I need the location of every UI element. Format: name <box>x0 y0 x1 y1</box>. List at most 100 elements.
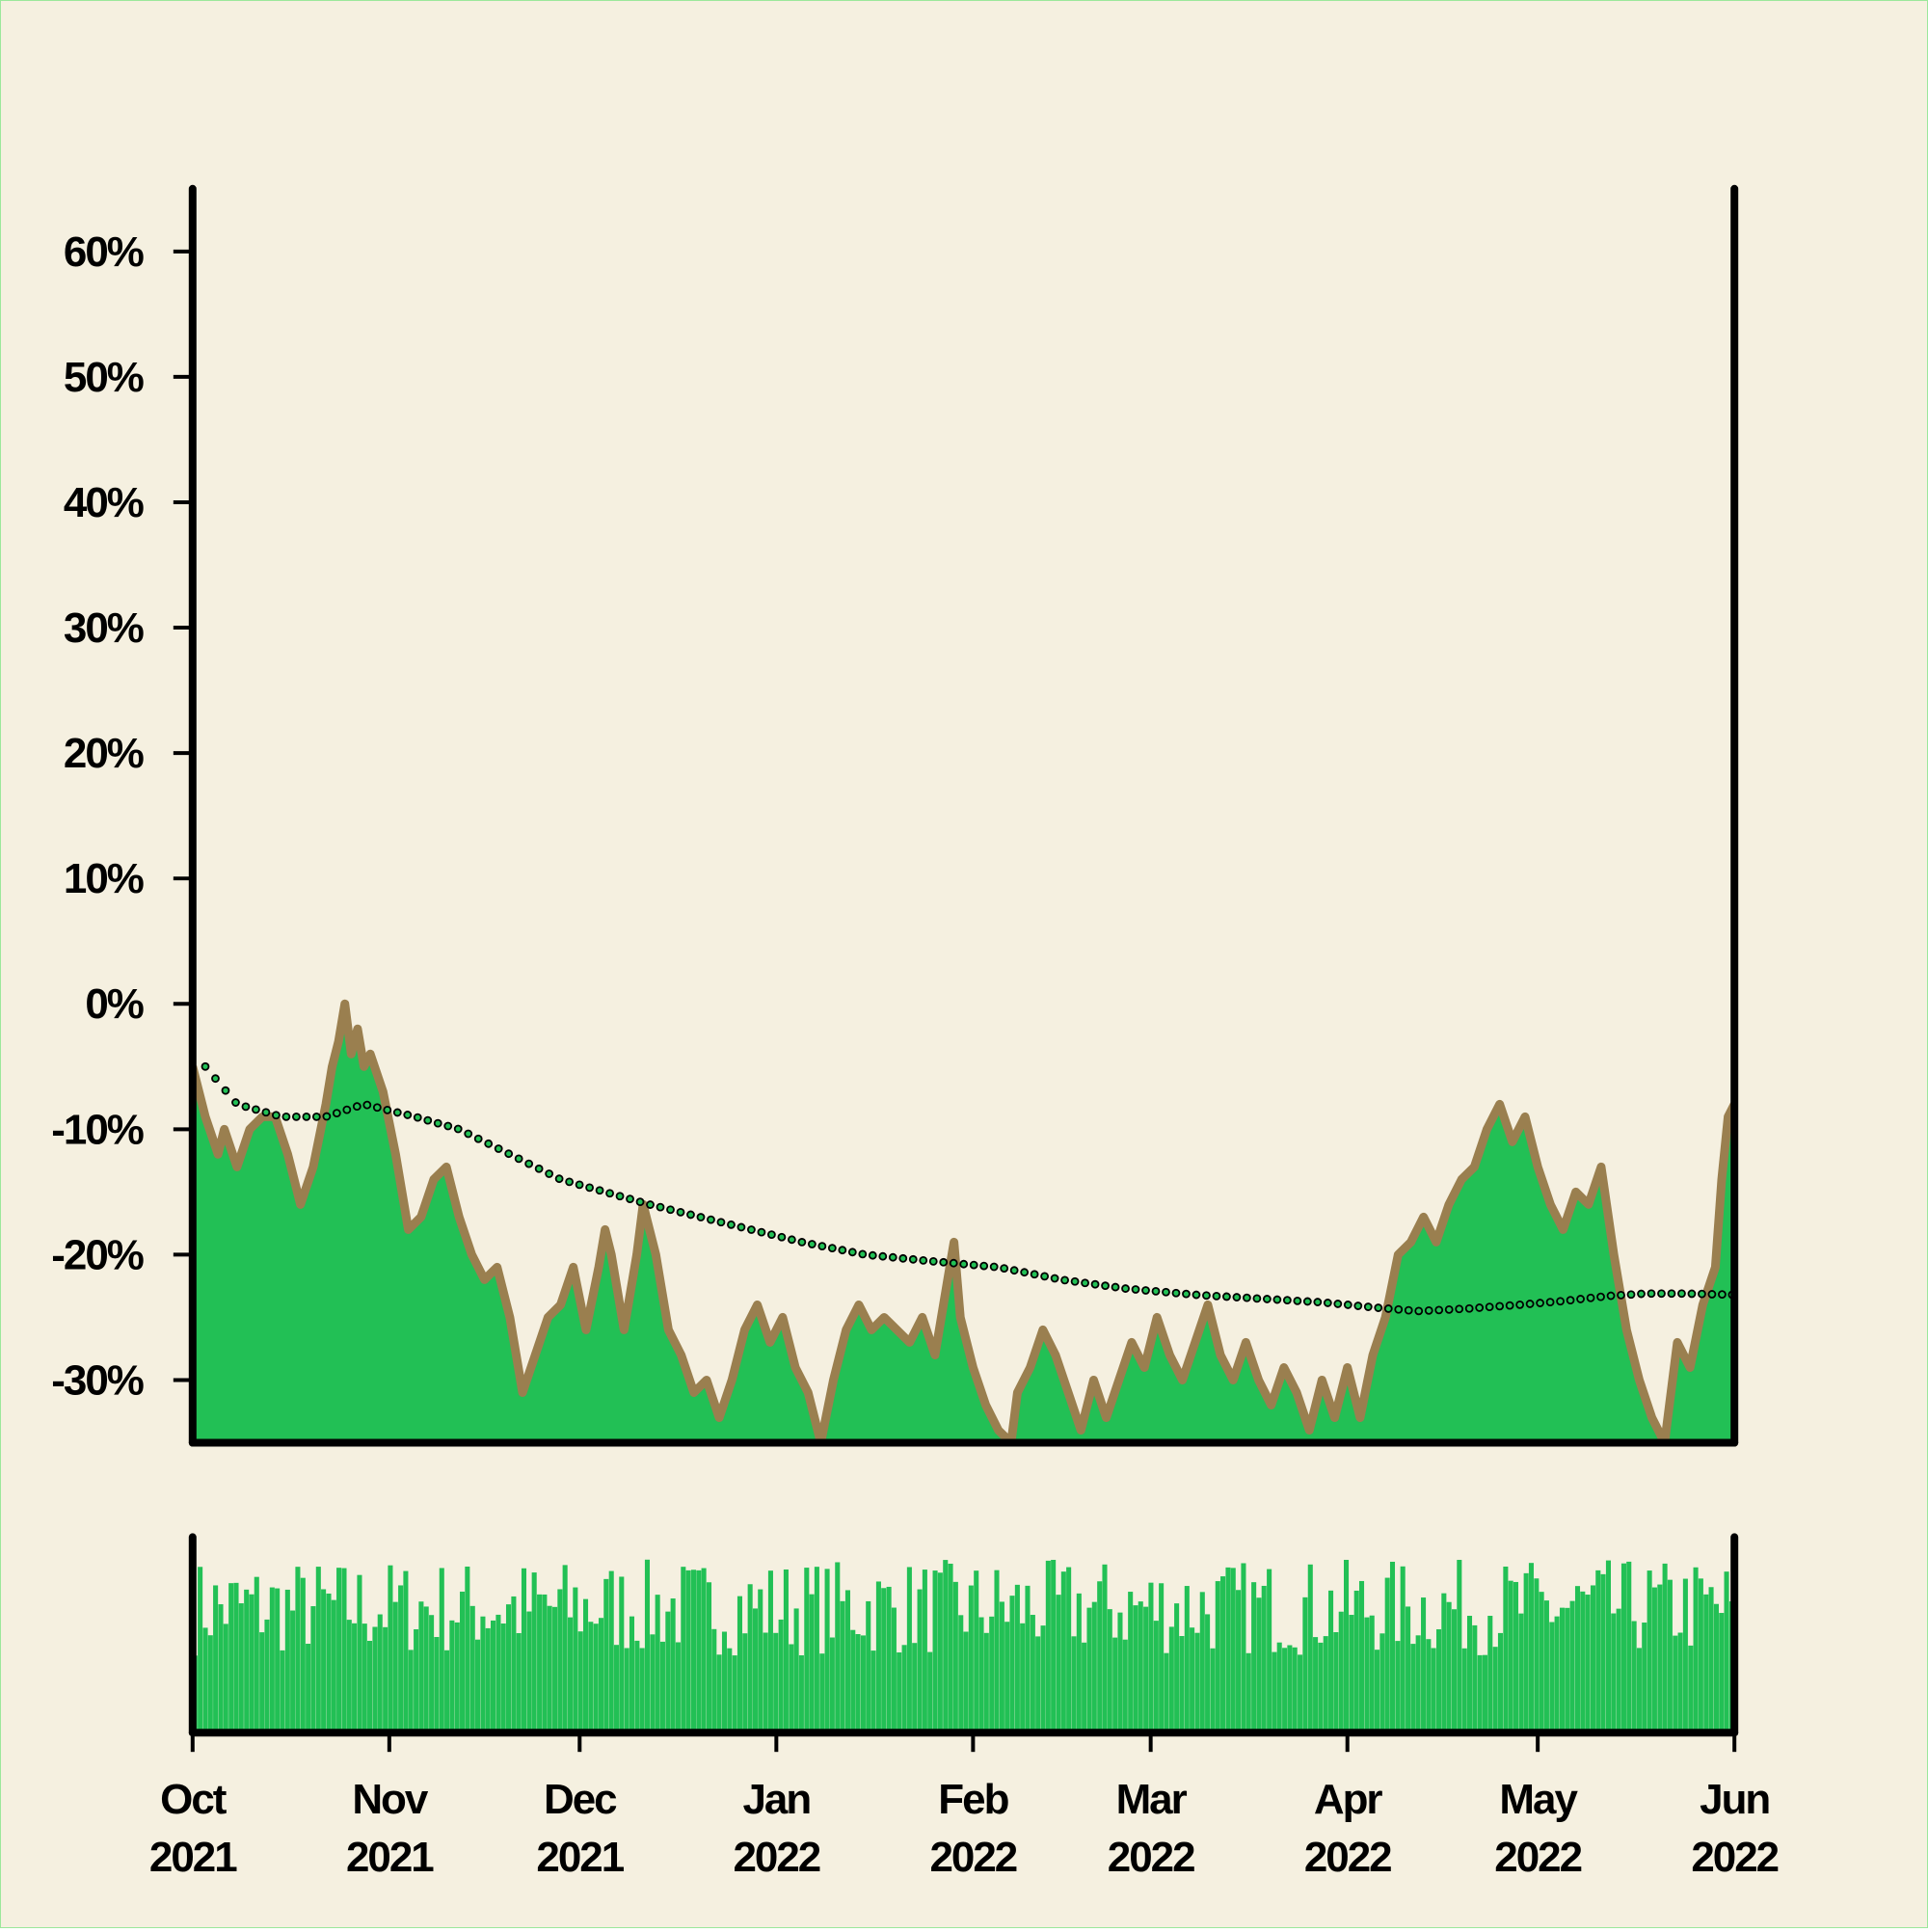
trend-marker <box>1515 1300 1525 1309</box>
trend-marker <box>1383 1304 1393 1313</box>
trend-marker <box>272 1111 281 1120</box>
x-tick-label-month: Jun <box>1700 1776 1769 1823</box>
volume-bar <box>300 1577 306 1733</box>
volume-bar <box>1251 1582 1257 1733</box>
volume-bar <box>1677 1632 1683 1733</box>
x-axis-ticks: Oct 2021 Nov 2021 Dec 2021 Jan 2022 Feb 2022 Mar 20… <box>149 1732 1781 1881</box>
volume-bar <box>1620 1563 1626 1733</box>
trend-marker <box>797 1238 807 1247</box>
trend-marker <box>1212 1291 1221 1301</box>
volume-bar <box>1102 1564 1108 1733</box>
area-edge-line <box>192 999 1735 1443</box>
volume-bar <box>1148 1582 1154 1733</box>
volume-bar <box>500 1623 506 1733</box>
volume-bar <box>1492 1647 1498 1733</box>
trend-marker <box>928 1256 938 1266</box>
trend-marker <box>281 1112 291 1121</box>
volume-bar <box>1626 1561 1632 1733</box>
volume-bar <box>1174 1603 1180 1733</box>
volume-bar <box>228 1583 234 1733</box>
volume-bar <box>716 1654 722 1733</box>
volume-bar <box>835 1562 841 1733</box>
volume-bar <box>1708 1587 1714 1733</box>
trend-marker <box>1030 1270 1039 1279</box>
trend-marker <box>595 1186 604 1195</box>
volume-bar <box>634 1640 640 1733</box>
y-tick-label: 20% <box>64 730 144 777</box>
volume-bar <box>1353 1590 1359 1733</box>
volume-bar <box>1179 1636 1185 1733</box>
volume-bar <box>1128 1592 1134 1733</box>
volume-bar <box>943 1560 949 1733</box>
trend-marker <box>565 1177 575 1187</box>
volume-bar <box>1513 1581 1518 1733</box>
trend-marker <box>1222 1292 1231 1301</box>
volume-bar <box>824 1569 830 1733</box>
trend-marker <box>1171 1288 1181 1298</box>
volume-plot-area <box>192 1559 1734 1733</box>
trend-marker <box>626 1194 634 1204</box>
trend-marker <box>676 1207 685 1217</box>
volume-bar <box>999 1601 1004 1733</box>
volume-bar <box>855 1634 861 1733</box>
volume-bar <box>1256 1597 1262 1733</box>
trend-marker <box>989 1262 999 1272</box>
volume-bar <box>696 1570 702 1733</box>
volume-bar <box>629 1616 635 1733</box>
volume-bar <box>429 1615 435 1733</box>
trend-marker <box>919 1255 928 1265</box>
volume-bar <box>383 1626 388 1733</box>
volume-bar <box>675 1642 681 1733</box>
volume-bar <box>804 1568 810 1733</box>
volume-bar <box>1477 1654 1483 1733</box>
volume-bar <box>1518 1613 1524 1733</box>
x-tick-label-year: 2022 <box>1691 1834 1778 1881</box>
volume-bar <box>917 1589 923 1733</box>
trend-marker <box>1323 1299 1332 1307</box>
volume-bar <box>259 1632 265 1733</box>
volume-bar <box>1446 1601 1452 1733</box>
volume-bar <box>1457 1559 1462 1733</box>
y-tick-label: -20% <box>51 1231 144 1278</box>
volume-bar <box>1215 1581 1220 1733</box>
volume-bar <box>1426 1639 1432 1733</box>
volume-bar <box>793 1608 799 1733</box>
trend-marker <box>433 1118 442 1128</box>
trend-marker <box>464 1129 473 1139</box>
volume-bar <box>989 1616 995 1733</box>
volume-bar <box>1323 1636 1328 1733</box>
volume-bar <box>1282 1648 1288 1733</box>
volume-bar <box>588 1622 594 1733</box>
volume-bar <box>1194 1632 1200 1733</box>
volume-bar <box>1184 1586 1190 1733</box>
volume-bar <box>963 1631 969 1733</box>
volume-bar <box>249 1594 254 1733</box>
trend-marker <box>291 1112 301 1121</box>
volume-bar <box>1539 1592 1544 1733</box>
trend-marker <box>554 1174 564 1184</box>
main-plot-area <box>192 999 1735 1443</box>
volume-bar <box>1051 1559 1057 1733</box>
volume-bar <box>958 1615 964 1733</box>
x-tick-label-year: 2021 <box>536 1834 624 1881</box>
volume-bar <box>269 1587 275 1733</box>
trend-marker <box>1111 1282 1120 1292</box>
volume-bar <box>408 1650 414 1733</box>
volume-bar <box>213 1585 219 1733</box>
volume-bar <box>1066 1567 1072 1733</box>
volume-bar <box>326 1593 332 1733</box>
volume-bar <box>624 1648 629 1733</box>
trend-marker <box>736 1222 746 1232</box>
volume-bar <box>1667 1579 1673 1733</box>
trend-marker <box>858 1249 868 1259</box>
trend-marker <box>1505 1301 1514 1310</box>
volume-bar <box>202 1627 208 1733</box>
volume-bar <box>1122 1639 1128 1733</box>
volume-bar <box>983 1632 989 1733</box>
volume-bar <box>866 1600 871 1733</box>
volume-bar <box>377 1614 383 1733</box>
volume-bar <box>665 1611 671 1733</box>
trend-marker <box>908 1254 918 1264</box>
volume-bar <box>767 1570 773 1733</box>
trend-marker <box>1131 1285 1140 1294</box>
